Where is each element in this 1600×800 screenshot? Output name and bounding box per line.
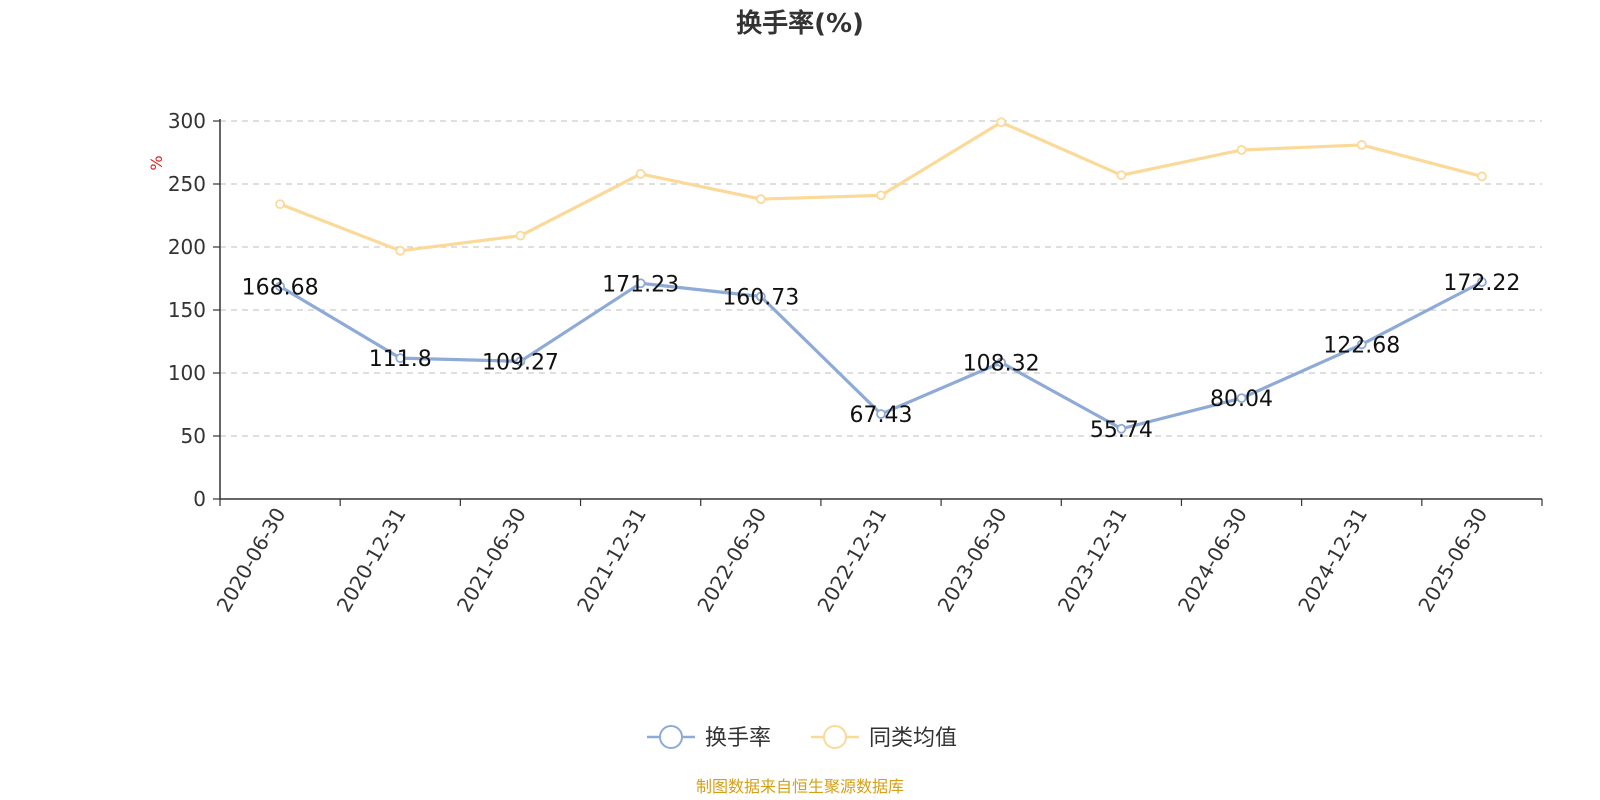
data-label: 171.23 bbox=[602, 272, 679, 297]
data-point bbox=[876, 190, 886, 201]
data-point bbox=[515, 356, 526, 367]
data-point bbox=[1236, 145, 1247, 155]
y-axis-label: % bbox=[147, 155, 166, 170]
x-tick-label: 2023-06-30 bbox=[933, 504, 1012, 617]
data-point bbox=[635, 278, 646, 289]
data-label: 67.43 bbox=[850, 403, 913, 428]
data-label: 160.73 bbox=[722, 285, 799, 310]
data-point bbox=[1236, 393, 1247, 404]
series-lines bbox=[275, 117, 1487, 434]
data-labels: 168.68 111.8 109.27 171.23 160.73 67.43 108.32… bbox=[242, 271, 1521, 443]
data-point bbox=[755, 194, 766, 205]
y-tick-label: 0 bbox=[193, 487, 206, 511]
legend-marker bbox=[823, 725, 847, 749]
data-label: 168.68 bbox=[242, 275, 319, 300]
data-point bbox=[1477, 277, 1487, 287]
data-point bbox=[1356, 339, 1367, 350]
data-label: 55.74 bbox=[1090, 418, 1153, 443]
data-point bbox=[1116, 423, 1127, 434]
series-line bbox=[279, 120, 1483, 253]
x-tick-label: 2024-06-30 bbox=[1173, 504, 1252, 617]
y-tick-label: 250 bbox=[168, 172, 206, 196]
data-label: 122.68 bbox=[1323, 333, 1400, 358]
y-tick-label: 100 bbox=[168, 361, 206, 385]
x-tick-label: 2022-06-30 bbox=[692, 504, 771, 617]
data-point bbox=[1477, 171, 1487, 182]
x-tick-label: 2021-06-30 bbox=[452, 504, 531, 617]
x-tick-label: 2020-12-31 bbox=[332, 503, 411, 616]
data-point bbox=[1116, 170, 1127, 181]
y-tick-label: 200 bbox=[168, 235, 206, 259]
source-note: 制图数据来自恒生聚源数据库 bbox=[696, 777, 904, 796]
data-point bbox=[515, 230, 526, 241]
data-label: 108.32 bbox=[963, 352, 1040, 377]
legend-label: 换手率 bbox=[705, 726, 771, 751]
data-label: 111.8 bbox=[369, 347, 432, 372]
data-label: 109.27 bbox=[482, 350, 559, 375]
x-tick-label: 2020-06-30 bbox=[212, 504, 291, 617]
data-point bbox=[395, 245, 406, 256]
data-point bbox=[1356, 140, 1367, 150]
data-point bbox=[395, 353, 406, 364]
data-point bbox=[996, 357, 1007, 368]
x-tick-label: 2021-12-31 bbox=[572, 504, 651, 617]
x-tick-label: 2025-06-30 bbox=[1413, 504, 1492, 617]
data-point bbox=[275, 281, 285, 292]
grid-lines bbox=[220, 120, 1542, 437]
x-tick-label: 2023-12-31 bbox=[1053, 504, 1132, 617]
data-point bbox=[275, 199, 285, 210]
y-tick-label: 150 bbox=[168, 298, 206, 322]
legend-label: 同类均值 bbox=[869, 726, 957, 751]
data-label: 172.22 bbox=[1443, 271, 1520, 296]
data-point bbox=[876, 409, 886, 419]
legend-marker bbox=[659, 725, 683, 749]
data-label: 80.04 bbox=[1210, 387, 1273, 412]
legend: 换手率 同类均值 bbox=[647, 725, 957, 751]
chart-title: 换手率(%) bbox=[736, 8, 864, 39]
data-point bbox=[996, 117, 1007, 128]
x-tick-label: 2024-12-31 bbox=[1293, 504, 1372, 617]
y-tick-label: 50 bbox=[181, 424, 206, 448]
x-tick-label: 2022-12-31 bbox=[812, 504, 891, 617]
y-tick-label: 300 bbox=[168, 109, 206, 133]
data-point bbox=[635, 169, 646, 179]
data-point bbox=[755, 291, 766, 302]
